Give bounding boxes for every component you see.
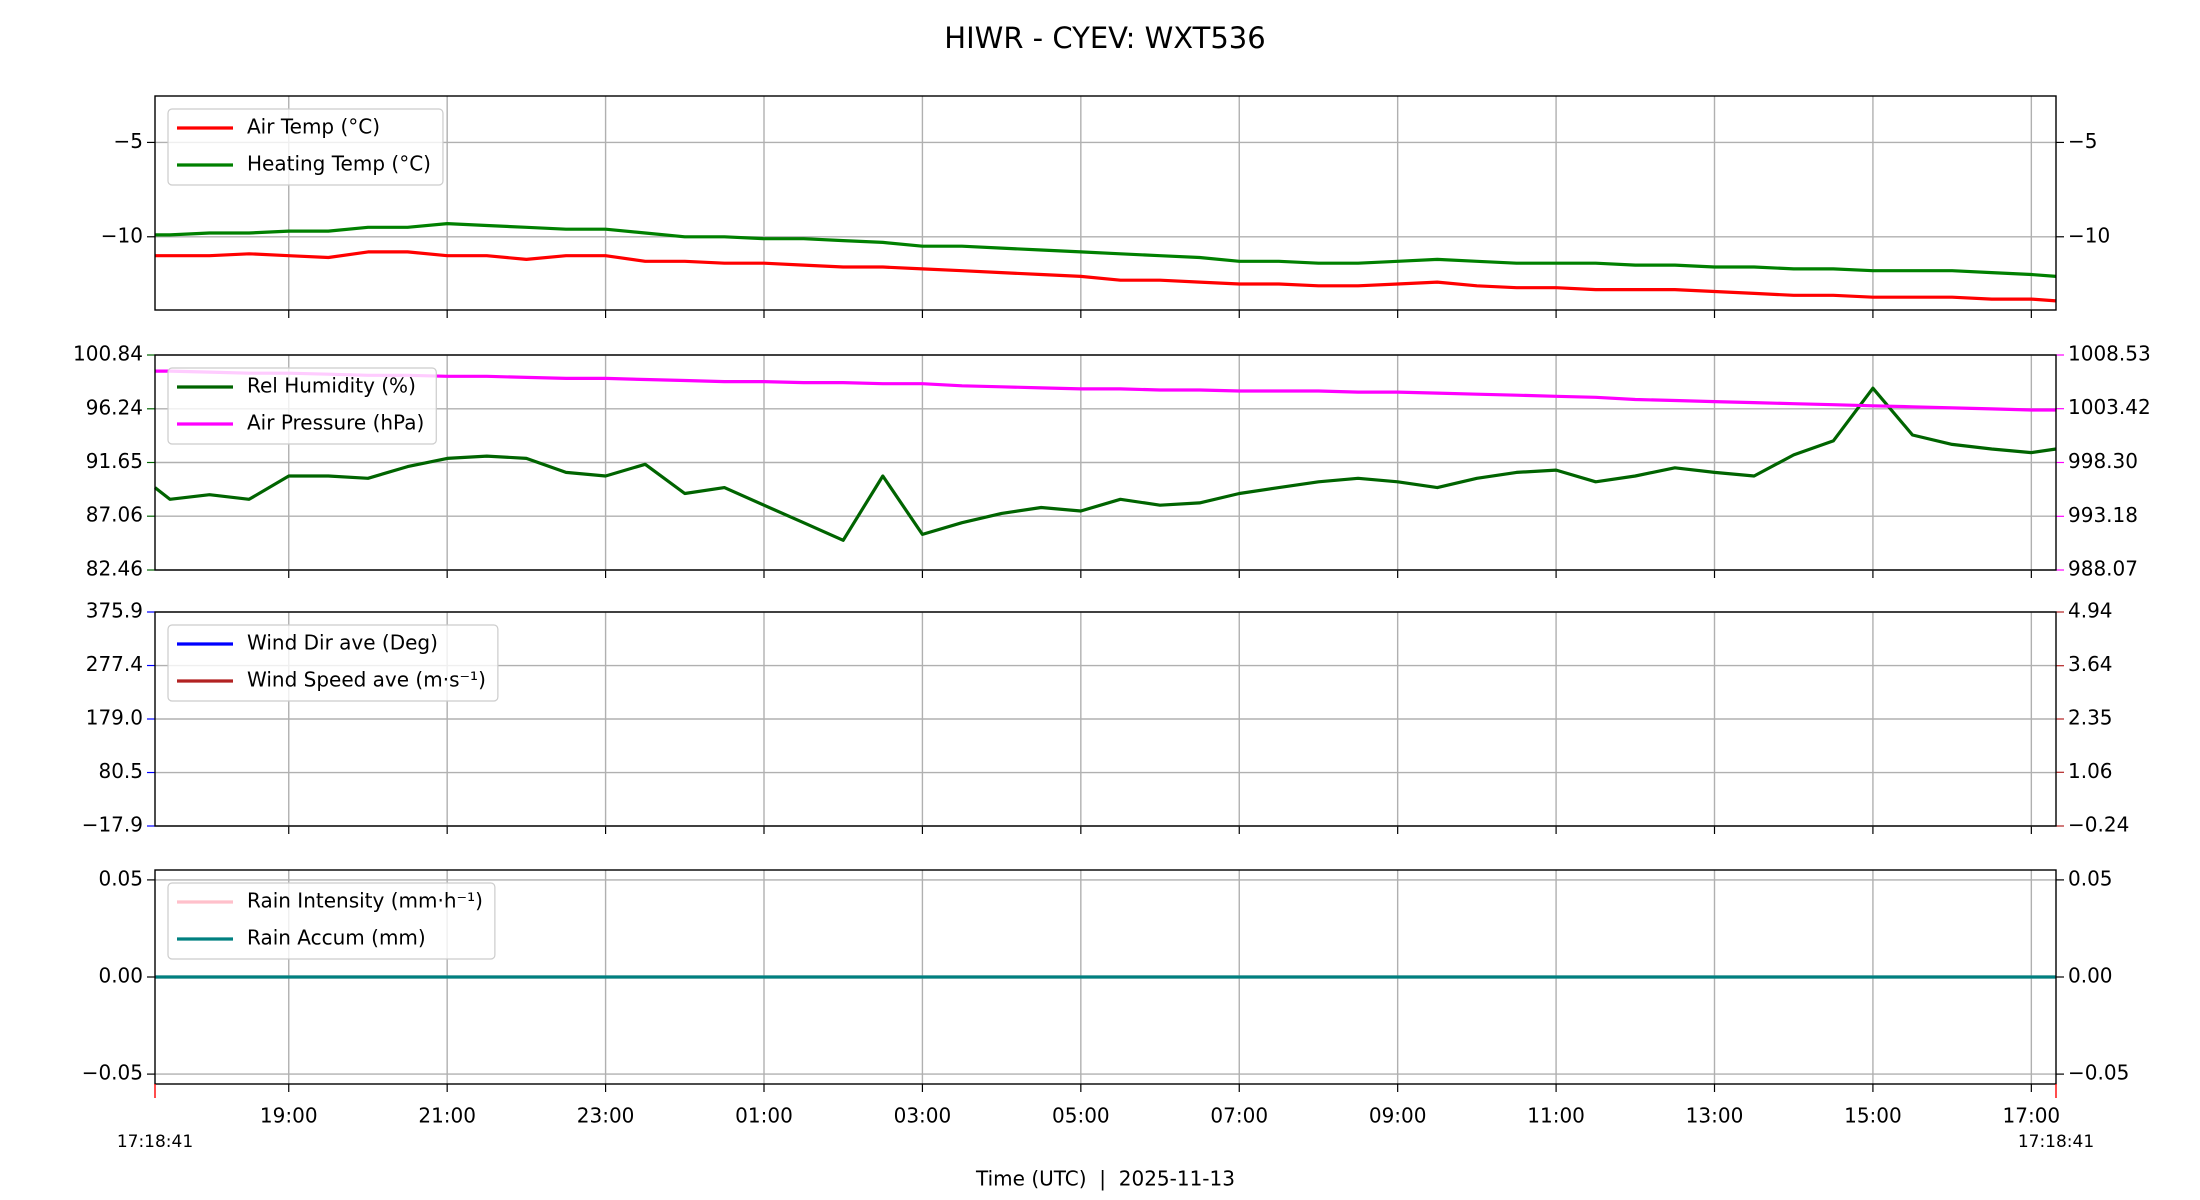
legend: Air Temp (°C) Heating Temp (°C) [167, 108, 444, 186]
legend: Rel Humidity (%) Air Pressure (hPa) [167, 367, 437, 445]
y-tick-label: −5 [114, 129, 143, 153]
y-tick-label: 87.06 [86, 503, 143, 527]
x-tick-label: 11:00 [1527, 1104, 1585, 1128]
x-tick-label: 03:00 [894, 1104, 952, 1128]
y-tick-label: 277.4 [86, 652, 143, 676]
series-line [155, 222, 2057, 278]
y-tick-label: 80.5 [98, 759, 143, 783]
legend-label: Air Pressure (hPa) [247, 411, 424, 435]
legend-box [167, 367, 437, 445]
legend-label: Rain Intensity (mm·h⁻¹) [247, 889, 483, 913]
y-tick-label: −17.9 [82, 813, 143, 837]
x-tick-label: 13:00 [1686, 1104, 1744, 1128]
x-tick-label: 05:00 [1052, 1104, 1110, 1128]
y-tick-label: 0.05 [98, 866, 143, 890]
y-tick-label: 1.06 [2068, 759, 2113, 783]
x-tick-label: 17:00 [2003, 1104, 2061, 1128]
y-tick-label: −0.24 [2068, 813, 2129, 837]
y-tick-label: 1003.42 [2068, 395, 2151, 419]
y-tick-label: 91.65 [86, 449, 143, 473]
plot-frame [154, 354, 2057, 571]
y-tick-label: −10 [2068, 223, 2110, 247]
y-tick-label: 82.46 [86, 557, 143, 581]
plot-frame [154, 95, 2057, 311]
y-tick-label: 988.07 [2068, 557, 2138, 581]
legend-label: Wind Speed ave (m·s⁻¹) [247, 668, 486, 692]
y-tick-label: −0.05 [82, 1061, 143, 1085]
x-axis-label: Time (UTC) | 2025-11-13 [975, 1167, 1235, 1191]
y-tick-label: 3.64 [2068, 652, 2113, 676]
x-edge-label: 17:18:41 [2018, 1132, 2094, 1152]
y-tick-label: 0.05 [2068, 866, 2113, 890]
y-tick-label: −0.05 [2068, 1061, 2129, 1085]
y-tick-label: 2.35 [2068, 706, 2113, 730]
y-tick-label: 998.30 [2068, 449, 2138, 473]
legend: Rain Intensity (mm·h⁻¹) Rain Accum (mm) [167, 882, 496, 960]
y-tick-label: 100.84 [73, 342, 143, 366]
y-tick-label: 993.18 [2068, 503, 2138, 527]
x-edge-label: 17:18:41 [117, 1132, 193, 1152]
legend-label: Heating Temp (°C) [247, 152, 431, 176]
y-tick-label: −5 [2068, 129, 2097, 153]
y-tick-label: 0.00 [98, 964, 143, 988]
chart-title: HIWR - CYEV: WXT536 [944, 21, 1265, 55]
series-line [155, 369, 2056, 412]
legend: Wind Dir ave (Deg) Wind Speed ave (m·s⁻¹) [167, 624, 499, 702]
plot-frame [154, 611, 2057, 827]
legend-label: Rel Humidity (%) [247, 374, 416, 398]
legend-box [167, 624, 499, 702]
legend-box [167, 882, 496, 960]
y-tick-label: 96.24 [86, 395, 143, 419]
legend-label: Wind Dir ave (Deg) [247, 631, 438, 655]
y-tick-label: 0.00 [2068, 964, 2113, 988]
x-tick-label: 07:00 [1210, 1104, 1268, 1128]
y-tick-label: 375.9 [86, 599, 143, 623]
legend-label: Rain Accum (mm) [247, 926, 426, 950]
series-line [154, 386, 2057, 542]
legend-box [167, 108, 444, 186]
y-tick-label: 179.0 [86, 706, 143, 730]
x-tick-label: 19:00 [260, 1104, 318, 1128]
y-tick-label: 1008.53 [2068, 342, 2151, 366]
x-tick-label: 09:00 [1369, 1104, 1427, 1128]
plot-frame [154, 869, 2057, 1085]
y-tick-label: 4.94 [2068, 599, 2113, 623]
series-line [155, 250, 2057, 303]
legend-label: Air Temp (°C) [247, 115, 380, 139]
x-tick-label: 21:00 [418, 1104, 476, 1128]
x-tick-label: 23:00 [577, 1104, 635, 1128]
x-tick-label: 01:00 [735, 1104, 793, 1128]
x-tick-label: 15:00 [1844, 1104, 1902, 1128]
y-tick-label: −10 [101, 223, 143, 247]
